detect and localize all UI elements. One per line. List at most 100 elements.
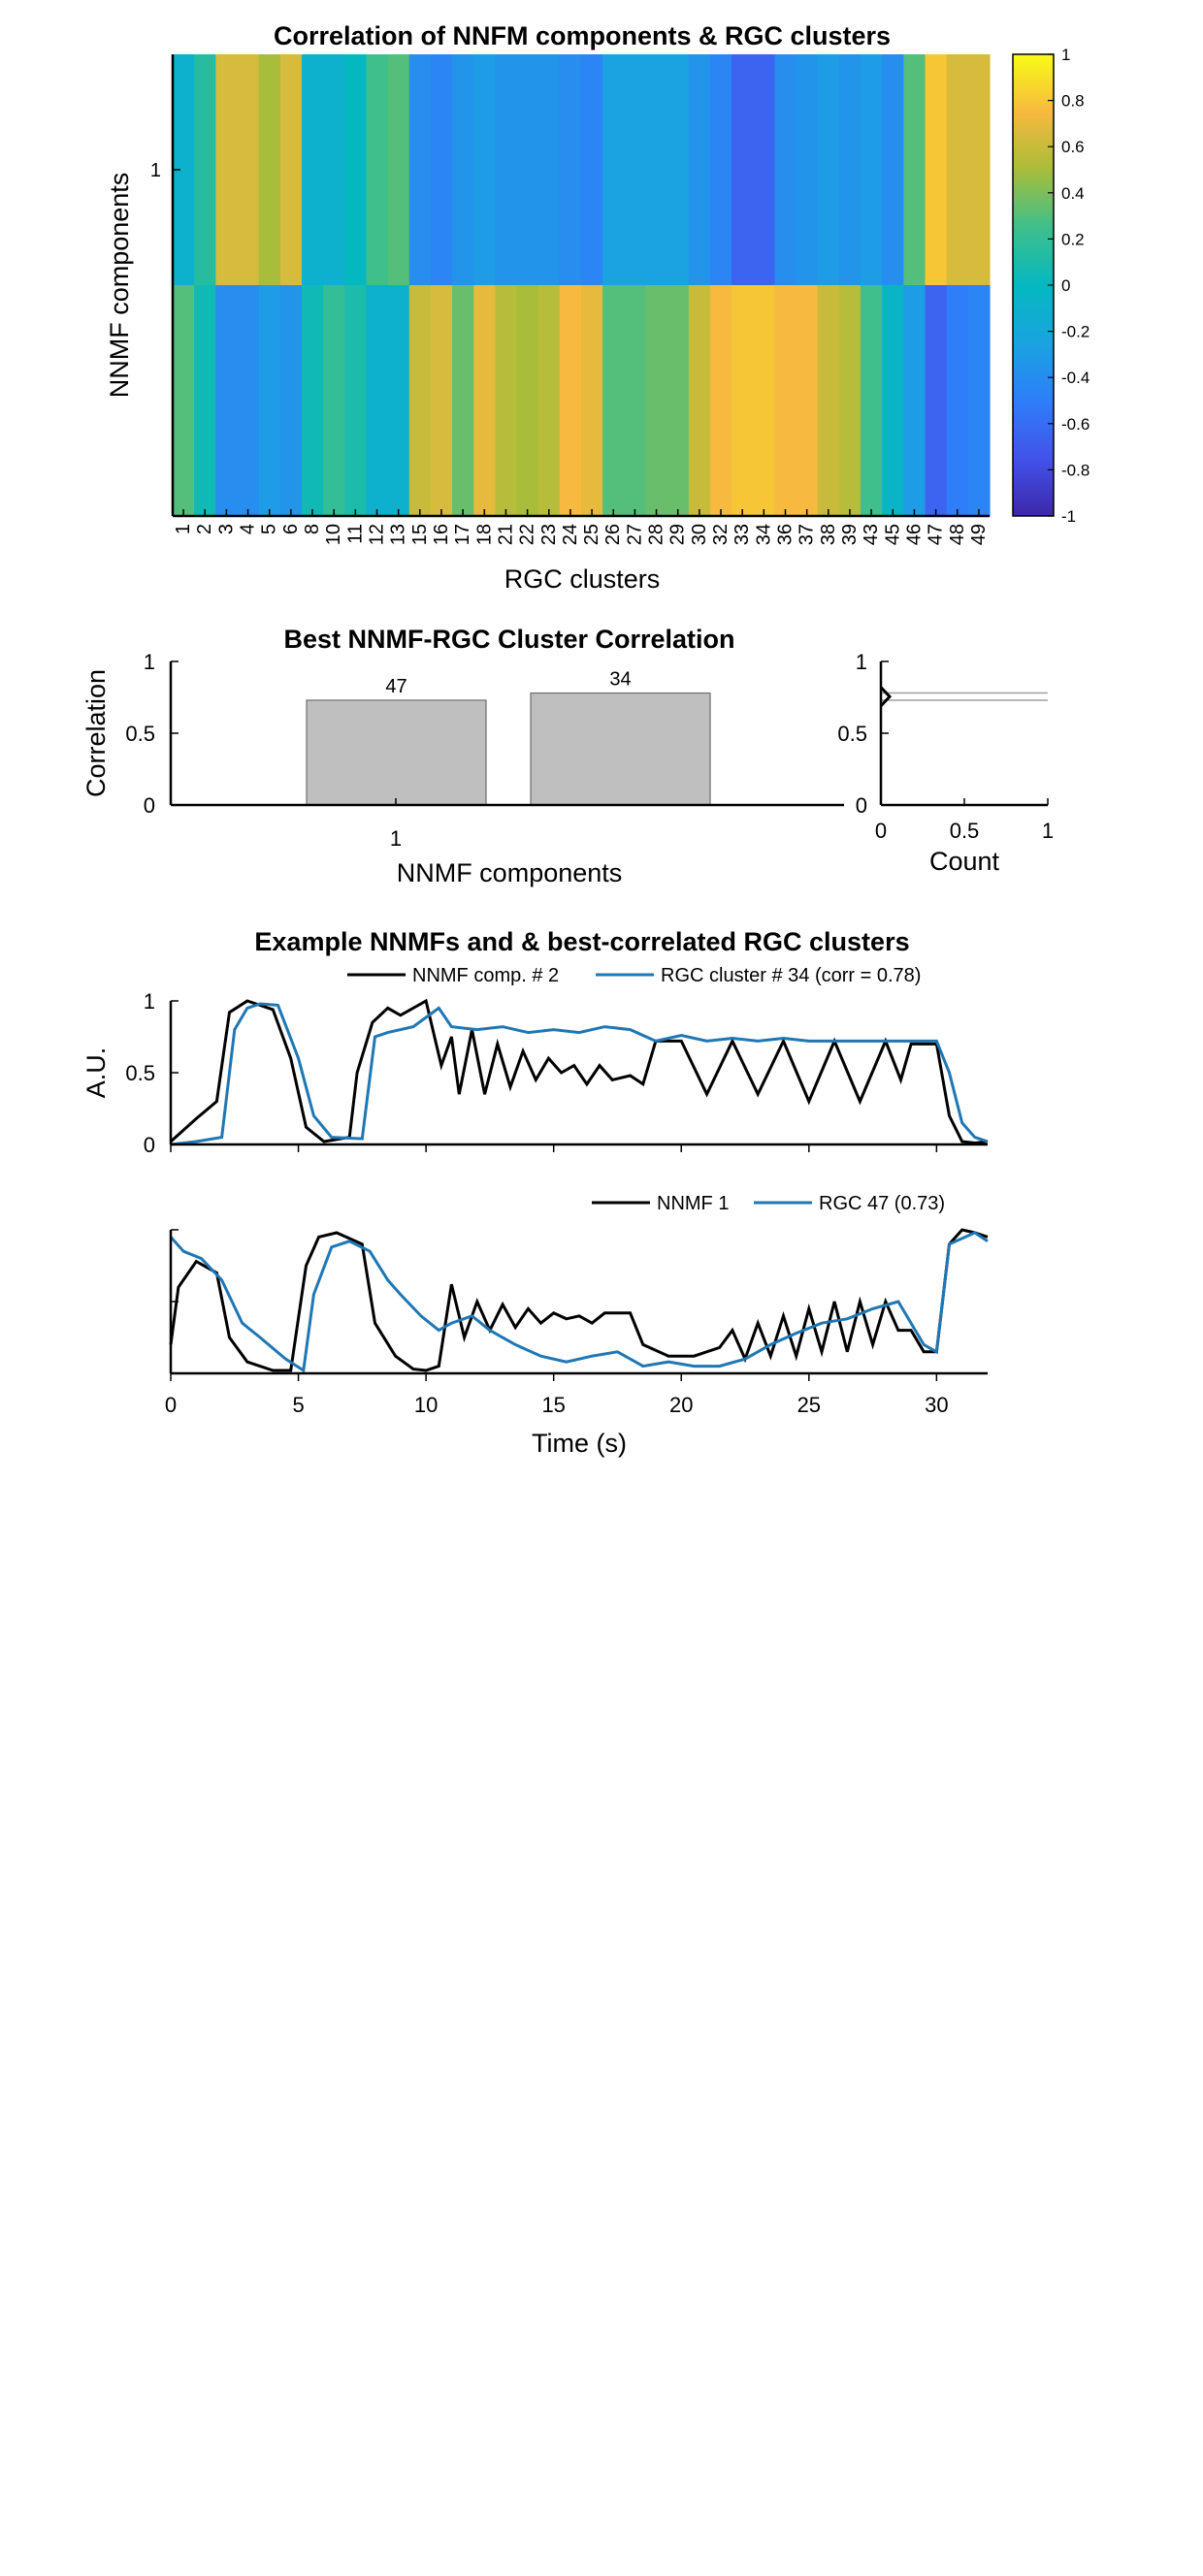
heatmap-cell	[624, 285, 647, 517]
heatmap-x-tick-label: 24	[560, 524, 581, 545]
heatmap-cell	[903, 54, 927, 286]
heatmap-y-label: NNMF components	[105, 173, 134, 399]
heatmap-x-tick-label: 39	[839, 524, 861, 545]
heatmap-cell	[537, 285, 561, 517]
line-x-tick-label: 0	[165, 1393, 177, 1417]
histogram-y-tick-label: 0	[856, 793, 867, 818]
line-x-tick-label: 20	[669, 1393, 693, 1417]
heatmap-x-tick-label: 37	[797, 524, 818, 545]
heatmap-cell	[602, 54, 625, 286]
heatmap-cell	[838, 54, 862, 286]
heatmap-cell	[645, 54, 668, 286]
bar	[306, 699, 487, 806]
heatmap-panel: Correlation of NNFM components & RGC clu…	[105, 21, 1089, 594]
line-x-tick-label: 10	[414, 1393, 438, 1417]
line-bottom-y-ticks	[171, 1229, 179, 1374]
line-y-tick-label: 0	[144, 1133, 155, 1157]
heatmap-cell	[237, 285, 260, 517]
heatmap-cell	[774, 54, 797, 286]
bar-data-label: 47	[385, 676, 406, 697]
line-panel-top: Example NNMFs and & best-correlated RGC …	[81, 927, 989, 1157]
heatmap-cell	[344, 54, 368, 286]
heatmap-x-tick-label: 36	[775, 524, 797, 545]
heatmap-cell	[559, 285, 582, 517]
line-bottom-x-ticks: 0 5 10 15 20 25 30	[165, 1373, 949, 1417]
heatmap-x-tick-label: 17	[452, 524, 473, 545]
colorbar-tick-label: -1	[1061, 507, 1076, 526]
heatmap-x-tick-label: 23	[538, 524, 560, 545]
heatmap-cell	[408, 54, 432, 286]
heatmap-cell	[387, 54, 410, 286]
heatmap-x-tick-label: 21	[495, 524, 516, 545]
heatmap-x-tick-label: 22	[517, 524, 538, 545]
heatmap-cell	[194, 285, 216, 517]
line-top-y-label: A.U.	[81, 1047, 111, 1099]
colorbar-tick-label: 1	[1061, 46, 1070, 64]
heatmap-cell	[925, 54, 948, 286]
heatmap-cell	[430, 54, 453, 286]
colorbar-tick-label: 0.8	[1061, 92, 1085, 111]
histogram-y-tick-label: 1	[856, 650, 867, 674]
heatmap-cell	[301, 285, 324, 517]
bar-y-tick-label: 0	[144, 793, 155, 818]
heatmap-cells	[173, 54, 991, 517]
heatmap-cell	[817, 54, 840, 286]
histogram-x-ticks: 0 0.5 1	[875, 798, 1054, 843]
line-top-x-ticks	[170, 1144, 938, 1152]
heatmap-cell	[817, 285, 840, 517]
line-bottom-series-rgc	[169, 1231, 989, 1373]
heatmap-title: Correlation of NNFM components & RGC clu…	[274, 21, 891, 50]
heatmap-cell	[452, 54, 474, 286]
heatmap-cell	[237, 54, 260, 286]
colorbar-tick-label: -0.4	[1061, 369, 1089, 387]
histogram-reference-lines	[881, 692, 1048, 701]
legend-label-nnmf-1: NNMF 1	[657, 1193, 729, 1214]
histogram-x-tick-label: 0.5	[950, 819, 980, 843]
line-y-tick-label: 1	[144, 989, 155, 1014]
heatmap-cell	[366, 285, 389, 517]
heatmap-x-tick-label: 33	[732, 524, 753, 545]
heatmap-cell	[215, 285, 239, 517]
heatmap-x-tick-label: 13	[388, 524, 409, 545]
line-top-y-ticks: 00.51	[125, 989, 179, 1157]
colorbar-tick-label: -0.6	[1061, 415, 1089, 434]
line-x-tick-label: 5	[292, 1393, 304, 1417]
histogram-y-tick-label: 0.5	[837, 722, 867, 746]
heatmap-cell	[581, 285, 603, 517]
heatmap-cell	[279, 54, 303, 286]
line-x-tick-label: 30	[925, 1393, 948, 1417]
heatmap-x-tick-label: 34	[753, 524, 774, 545]
line-x-tick-label: 15	[541, 1393, 565, 1417]
heatmap-x-tick-label: 49	[968, 524, 990, 545]
colorbar-ticks: 1 0.8 0.6 0.4 0.2 0 -0.2 -0.4 -0.6 -0.8 -1	[1048, 46, 1089, 526]
heatmap-cell	[408, 285, 432, 517]
colorbar-tick-label: 0.6	[1061, 138, 1085, 156]
heatmap-cell	[537, 54, 561, 286]
histogram-x-tick-label: 0	[875, 819, 887, 843]
line-top-series-rgc	[170, 1002, 989, 1146]
heatmap-cell	[430, 285, 453, 517]
bar-title: Best NNMF-RGC Cluster Correlation	[283, 625, 734, 654]
heatmap-x-tick-label: 28	[646, 524, 667, 545]
heatmap-cell	[645, 285, 668, 517]
heatmap-cell	[473, 54, 496, 286]
legend-label-rgc-cluster: RGC cluster # 34 (corr = 0.78)	[661, 965, 921, 986]
heatmap-cell	[624, 54, 647, 286]
histogram-panel: 00.51 0 0.5 1 Count	[837, 650, 1054, 876]
heatmap-cell	[861, 285, 883, 517]
heatmap-x-tick-label: 1	[173, 524, 194, 534]
heatmap-cell	[452, 285, 474, 517]
histogram-y-ticks: 00.51	[837, 650, 889, 818]
bar-x-label: NNMF components	[397, 858, 623, 887]
heatmap-x-tick-label: 2	[194, 524, 215, 534]
heatmap-cell	[882, 285, 904, 517]
heatmap-cell	[925, 285, 948, 517]
heatmap-x-tick-label: 30	[689, 524, 710, 545]
heatmap-cell	[861, 54, 883, 286]
heatmap-x-tick-label: 12	[367, 524, 388, 545]
heatmap-x-tick-label: 3	[215, 524, 237, 534]
bar-panel: Best NNMF-RGC Cluster Correlation 47 34 0…	[81, 625, 844, 887]
heatmap-cell	[796, 285, 819, 517]
line-top-series-nnmf	[169, 998, 989, 1145]
